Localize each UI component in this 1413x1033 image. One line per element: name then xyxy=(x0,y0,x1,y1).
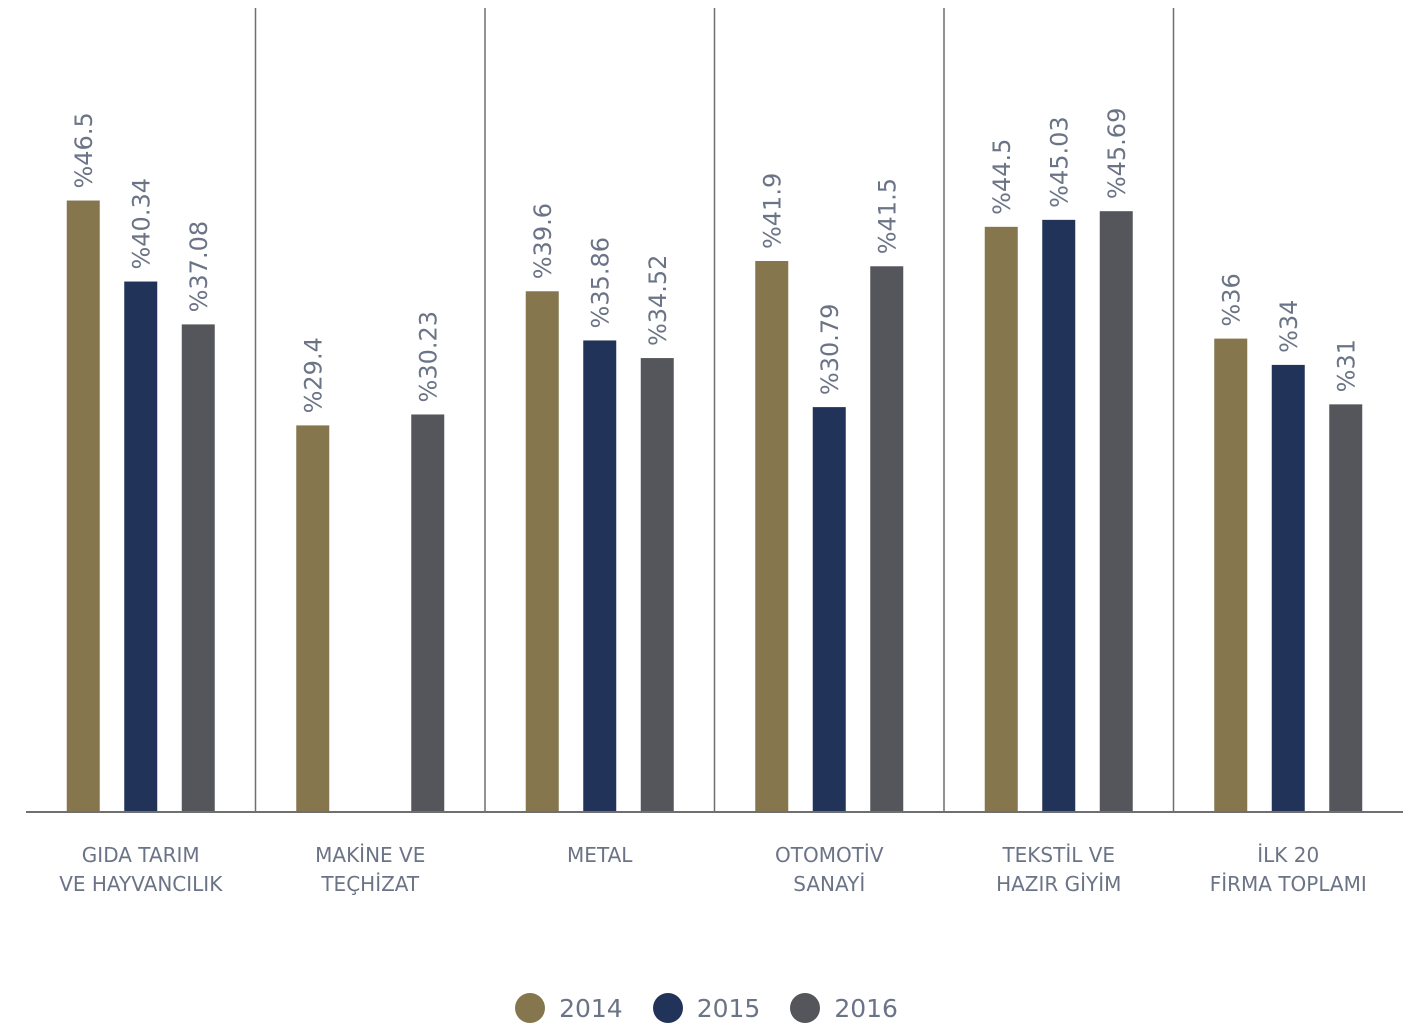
value-label: %36 xyxy=(1218,273,1246,326)
category-label: VE HAYVANCILIK xyxy=(59,872,223,896)
bar-2016 xyxy=(640,358,674,812)
legend-swatch xyxy=(790,993,821,1023)
bar-2016 xyxy=(870,266,904,812)
bar-chart: %46.5 %40.34 %37.08 GIDA TARIM VE HAYVANCILI… xyxy=(26,8,1403,896)
bar-2016 xyxy=(411,414,445,812)
category-label: MAKİNE VE xyxy=(315,843,425,867)
value-label: %45.69 xyxy=(1103,108,1131,200)
value-label: %31 xyxy=(1333,339,1361,392)
value-label: %40.34 xyxy=(128,178,156,270)
legend-label: 2016 xyxy=(834,993,898,1023)
category-label: İLK 20 xyxy=(1257,843,1319,867)
value-label: %41.5 xyxy=(874,178,902,254)
category-label: SANAYİ xyxy=(793,872,865,896)
value-label: %41.9 xyxy=(759,173,787,249)
legend-label: 2015 xyxy=(696,993,761,1023)
bar-2014 xyxy=(296,425,330,812)
bar-2014 xyxy=(525,291,559,812)
legend-label: 2014 xyxy=(559,993,623,1023)
legend-item-2016: 2016 xyxy=(790,993,898,1023)
value-label: %35.86 xyxy=(587,237,615,329)
category-label: HAZIR GİYİM xyxy=(996,872,1121,896)
bar-2015 xyxy=(583,340,617,812)
category-label: TEKSTİL VE xyxy=(1001,843,1115,867)
bar-2014 xyxy=(984,226,1018,812)
category-label: FİRMA TOPLAMI xyxy=(1210,872,1367,896)
bar-2015 xyxy=(1271,364,1305,812)
bar-2015 xyxy=(124,281,158,812)
legend-swatch xyxy=(652,993,683,1023)
value-label: %45.03 xyxy=(1046,116,1074,208)
bar-2016 xyxy=(1099,211,1133,812)
value-label: %39.6 xyxy=(529,203,557,279)
bar-2015 xyxy=(1042,219,1076,813)
category-label: TEÇHİZAT xyxy=(320,872,420,896)
legend-item-2015: 2015 xyxy=(652,993,761,1023)
legend: 2014 2015 2016 xyxy=(0,993,1413,1023)
legend-swatch xyxy=(515,993,546,1023)
bar-2016 xyxy=(181,324,215,812)
bar-2015 xyxy=(812,407,846,812)
value-label: %29.4 xyxy=(300,337,328,413)
bar-2014 xyxy=(66,200,100,812)
bar-2014 xyxy=(755,261,789,812)
value-label: %30.79 xyxy=(816,304,844,396)
bar-2016 xyxy=(1329,404,1363,812)
category-label: METAL xyxy=(567,843,633,867)
value-label: %34.52 xyxy=(644,255,672,347)
value-label: %46.5 xyxy=(70,112,98,188)
bar-2014 xyxy=(1214,338,1248,812)
value-label: %30.23 xyxy=(415,311,443,403)
category-label: GIDA TARIM xyxy=(82,843,200,867)
value-label: %34 xyxy=(1275,300,1303,353)
category-label: OTOMOTİV xyxy=(775,843,884,867)
value-label: %37.08 xyxy=(185,221,213,313)
legend-item-2014: 2014 xyxy=(515,993,623,1023)
value-label: %44.5 xyxy=(988,139,1016,215)
